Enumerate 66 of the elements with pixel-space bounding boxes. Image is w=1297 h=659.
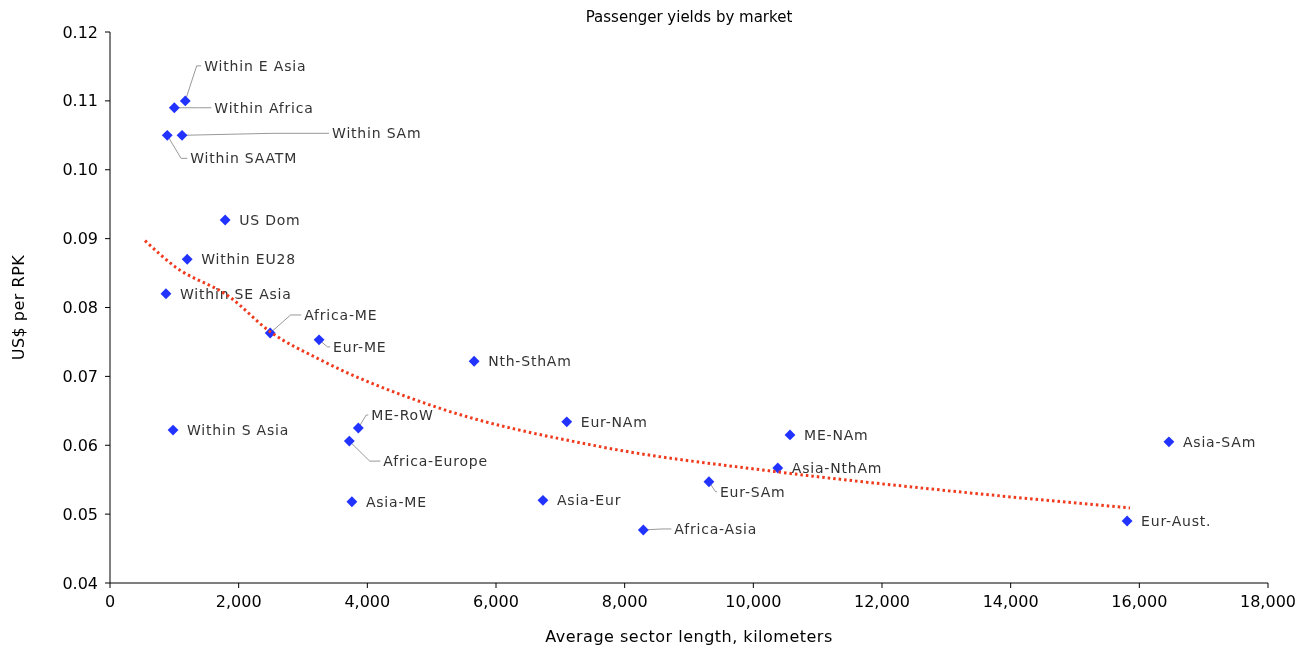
point: [468, 355, 480, 367]
x-tick-label: 14,000: [982, 592, 1039, 611]
series-label: US Dom: [239, 211, 301, 228]
point: [168, 102, 180, 114]
series-label: Eur-NAm: [580, 413, 648, 430]
point: [346, 496, 358, 508]
series-label: ME-NAm: [804, 426, 869, 443]
x-tick-label: 2,000: [215, 592, 262, 611]
series-label: Within EU28: [201, 251, 296, 268]
y-tick-label: 0.10: [62, 160, 98, 180]
y-axis-title: US$ per RPK: [9, 254, 28, 361]
series-label: Asia-NthAm: [791, 459, 883, 476]
point: [784, 429, 796, 441]
point: [179, 95, 191, 107]
series-label: Asia-SAm: [1182, 433, 1257, 450]
point: [313, 334, 325, 346]
x-tick-label: 12,000: [854, 592, 910, 611]
point: [167, 424, 179, 436]
point: [1163, 436, 1175, 448]
text: Africa-Europe: [383, 453, 488, 470]
line-series: [143, 239, 1132, 510]
chart-title: Passenger yields by market: [585, 8, 793, 26]
point: [703, 476, 715, 488]
point: [537, 494, 549, 506]
point: [176, 129, 188, 141]
text: Africa-ME: [304, 306, 378, 323]
y-tick-label: 0.08: [62, 298, 98, 318]
point: [352, 422, 364, 434]
x-tick-label: 10,000: [725, 592, 782, 611]
y-tick-label: 0.04: [62, 573, 98, 593]
text: Within SAm: [332, 125, 422, 142]
x-axis-title: Average sector length, kilometers: [545, 627, 833, 646]
series-label: Nth-SthAm: [488, 353, 572, 370]
x-tick-label: 16,000: [1111, 592, 1168, 611]
series-label: Asia-ME: [365, 493, 427, 510]
y-tick-label: 0.09: [62, 229, 98, 249]
x-tick-label: 18,000: [1240, 592, 1296, 611]
y-tick-label: 0.06: [62, 435, 98, 455]
point: [1121, 515, 1133, 527]
series-label: Within SAATM: [190, 150, 298, 167]
series-label: Asia-Eur: [556, 492, 622, 509]
x-tick-label: 8,000: [601, 592, 648, 611]
point: [160, 288, 172, 300]
x-tick-label: 0: [104, 592, 116, 611]
point: [637, 524, 649, 536]
point: [772, 462, 784, 474]
series-label: Within SE Asia: [179, 285, 292, 302]
x-tick-label: 6,000: [473, 592, 519, 611]
y-tick-label: 0.05: [62, 504, 98, 524]
series-label: Within S Asia: [187, 422, 290, 438]
series-label: Eur-Aust.: [1141, 512, 1212, 529]
x-tick-label: 4,000: [344, 592, 391, 611]
point: [181, 253, 193, 265]
point: [161, 129, 173, 141]
series-label: Africa-Asia: [674, 520, 758, 537]
y-tick-label: 0.12: [62, 22, 98, 42]
y-tick-label: 0.11: [62, 91, 98, 111]
point: [219, 214, 231, 226]
point: [343, 435, 355, 447]
text: Within Africa: [214, 99, 314, 116]
series-label: Eur-SAm: [719, 483, 786, 500]
series-label: ME-RoW: [371, 406, 434, 423]
point: [561, 416, 573, 428]
series-label: Eur-ME: [333, 338, 387, 355]
text: Within E Asia: [204, 57, 307, 74]
y-tick-label: 0.07: [62, 366, 98, 386]
